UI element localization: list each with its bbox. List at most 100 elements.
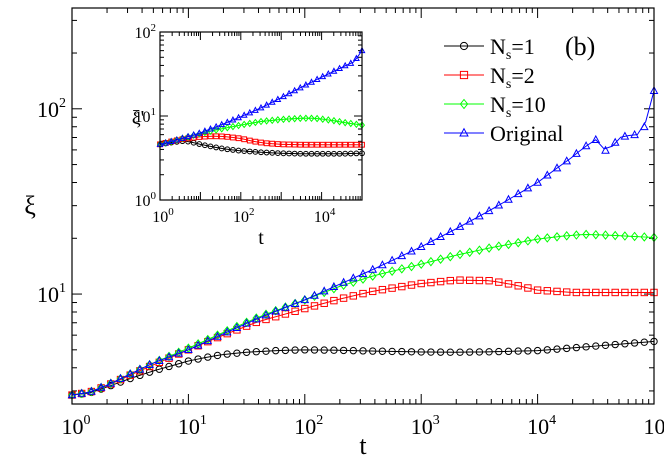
- inset-data-point-Ns=2: [342, 141, 349, 148]
- main-data-point-Original: [542, 170, 552, 179]
- main-data-point-Original: [232, 322, 242, 332]
- inset-data-point-Original: [302, 81, 310, 88]
- main-data-point-Original: [387, 255, 397, 264]
- main-data-point-Ns=10: [281, 302, 290, 312]
- inset-data-point-Ns=10: [286, 115, 293, 123]
- main-data-point-Ns=1: [475, 348, 484, 356]
- main-data-point-Ns=2: [485, 277, 493, 285]
- main-data-point-Original: [436, 231, 445, 241]
- main-data-point-Ns=2: [553, 287, 561, 296]
- main-data-point-Ns=1: [553, 345, 561, 353]
- main-data-point-Ns=10: [494, 241, 503, 252]
- main-data-point-Ns=1: [388, 347, 396, 356]
- inset-data-point-Ns=2: [280, 141, 287, 148]
- inset-data-point-Ns=2: [353, 141, 360, 148]
- inset-data-point-Ns=10: [179, 134, 186, 143]
- inset-data-point-Ns=2: [230, 134, 236, 141]
- main-data-point-Ns=10: [378, 268, 387, 279]
- main-data-point-Ns=10: [368, 271, 377, 281]
- inset-data-point-Ns=2: [269, 140, 276, 147]
- main-data-point-Ns=10: [465, 247, 474, 258]
- inset-data-point-Original: [296, 83, 304, 91]
- main-data-point-Ns=1: [466, 348, 474, 356]
- inset-y-tick-label: 100: [135, 190, 157, 210]
- inset-data-point-Ns=2: [218, 133, 225, 140]
- main-data-point-Ns=2: [611, 288, 619, 297]
- main-data-point-Ns=1: [175, 360, 183, 368]
- main-data-point-Ns=1: [630, 339, 639, 347]
- main-series-line-Ns=1: [71, 340, 655, 396]
- main-data-point-Ns=10: [427, 256, 435, 267]
- main-data-point-Ns=10: [611, 230, 620, 241]
- main-data-point-Original: [620, 131, 630, 140]
- main-data-point-Ns=10: [446, 251, 455, 262]
- main-data-point-Original: [426, 236, 436, 245]
- main-data-point-Ns=2: [417, 279, 425, 288]
- main-data-point-Ns=1: [398, 347, 406, 356]
- inset-data-point-Ns=1: [347, 150, 354, 157]
- inset-data-point-Ns=10: [274, 115, 281, 124]
- main-data-point-Ns=2: [456, 276, 464, 284]
- inset-data-point-Ns=2: [263, 140, 270, 147]
- inset-data-point-Ns=1: [213, 144, 220, 151]
- inset-data-point-Ns=10: [257, 117, 265, 126]
- legend-marker-Ns=2: [459, 70, 469, 80]
- main-data-point-Original: [203, 336, 213, 345]
- inset-data-point-Ns=2: [347, 141, 354, 148]
- main-data-point-Ns=1: [330, 346, 338, 354]
- inset-data-point-Ns=1: [241, 148, 248, 154]
- legend-marker-Original: [459, 127, 469, 137]
- main-data-point-Original: [533, 177, 542, 186]
- inset-data-point-Ns=2: [235, 135, 242, 142]
- main-data-point-Ns=2: [543, 287, 551, 295]
- main-data-point-Ns=1: [456, 348, 464, 356]
- main-data-point-Original: [96, 382, 106, 391]
- main-data-point-Original: [154, 355, 164, 364]
- main-data-point-Original: [193, 340, 203, 349]
- inset-data-point-Ns=10: [291, 114, 298, 123]
- inset-y-tick-label: 102: [135, 22, 157, 42]
- main-data-point-Ns=10: [165, 351, 173, 362]
- main-data-point-Ns=1: [204, 353, 212, 361]
- main-data-point-Original: [465, 216, 475, 225]
- main-data-point-Original: [271, 306, 281, 315]
- inset-data-point-Ns=10: [218, 124, 225, 133]
- inset-data-point-Ns=2: [319, 141, 326, 148]
- main-data-point-Ns=1: [320, 346, 328, 354]
- main-data-point-Original: [368, 264, 378, 273]
- main-data-point-Ns=2: [563, 288, 571, 296]
- main-x-tick-label: 101: [178, 413, 207, 439]
- inset-data-point-Ns=1: [302, 150, 309, 157]
- legend-label-Ns=1: Ns=1: [490, 34, 535, 63]
- main-data-point-Ns=10: [553, 231, 561, 242]
- inset-data-point-Ns=10: [207, 127, 214, 136]
- main-data-point-Ns=2: [436, 277, 445, 286]
- inset-data-point-Ns=10: [224, 123, 231, 132]
- inset-data-point-Ns=10: [252, 118, 259, 127]
- inset-data-point-Original: [173, 135, 181, 143]
- inset-data-point-Original: [257, 103, 265, 111]
- inset-data-point-Ns=2: [252, 138, 259, 145]
- inset-data-point-Original: [167, 137, 175, 145]
- inset-data-point-Ns=10: [229, 122, 236, 131]
- legend-label-Original: Original: [490, 121, 563, 146]
- main-data-point-Ns=10: [562, 231, 571, 241]
- inset-data-point-Original: [195, 129, 203, 136]
- inset-data-point-Ns=10: [246, 119, 253, 128]
- main-data-point-Ns=10: [572, 230, 581, 240]
- main-data-point-Ns=10: [582, 229, 590, 240]
- inset-data-point-Ns=10: [235, 121, 242, 130]
- inset-data-point-Ns=2: [258, 139, 264, 146]
- main-data-point-Original: [378, 260, 387, 269]
- inset-data-point-Ns=1: [291, 150, 298, 157]
- main-data-point-Ns=1: [184, 357, 193, 365]
- main-data-point-Ns=1: [262, 347, 270, 355]
- inset-data-point-Original: [218, 120, 226, 128]
- main-data-point-Original: [242, 318, 251, 327]
- main-data-point-Ns=1: [272, 346, 280, 355]
- inset-data-point-Ns=1: [274, 150, 281, 157]
- inset-data-point-Ns=2: [331, 141, 337, 148]
- inset-data-point-Ns=1: [235, 147, 242, 154]
- main-data-point-Ns=2: [533, 286, 542, 294]
